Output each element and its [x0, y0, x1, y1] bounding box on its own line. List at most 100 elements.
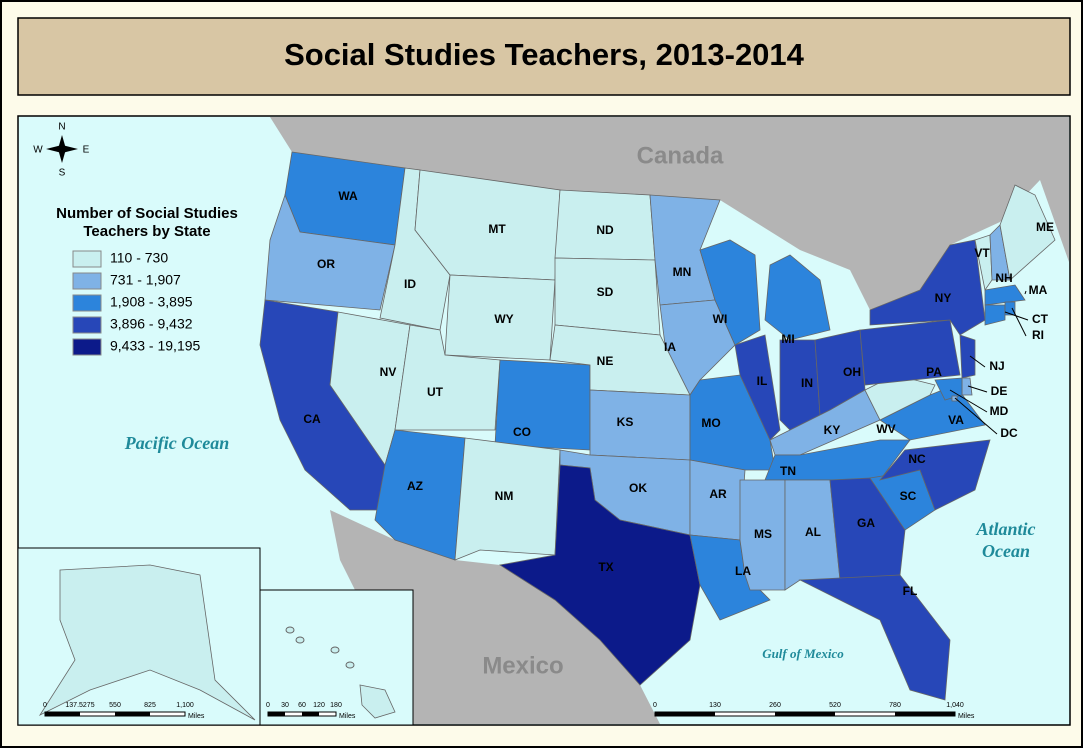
state-label: OR	[317, 257, 335, 271]
compass-w: W	[33, 145, 43, 156]
island	[285, 626, 295, 634]
compass-star	[46, 145, 78, 153]
scale-label: 30	[281, 702, 289, 709]
island	[295, 636, 305, 644]
scale-segment	[775, 712, 835, 716]
compass: N E S W	[33, 122, 89, 179]
leader-line	[967, 385, 988, 393]
pacific-label: Pacific Ocean	[124, 433, 229, 453]
compass-e: E	[83, 145, 90, 156]
state-shape	[829, 477, 906, 581]
state-label: NY	[935, 291, 952, 305]
state-label: SC	[900, 489, 917, 503]
compass-n: N	[58, 122, 65, 133]
legend-label: 1,908 - 3,895	[110, 294, 193, 310]
island	[345, 661, 355, 669]
scale-label: 130	[709, 702, 721, 709]
state-label: UT	[427, 385, 444, 399]
state-label: AZ	[407, 479, 423, 493]
mexico-label: Mexico	[482, 652, 563, 679]
state-shape	[951, 395, 958, 402]
state-shape	[798, 574, 951, 701]
state-label: PA	[926, 365, 942, 379]
state-label: WV	[876, 422, 895, 436]
scale-segment	[115, 712, 150, 716]
atlantic-label: Ocean	[982, 541, 1030, 561]
state-label: LA	[735, 564, 751, 578]
state-label: AR	[709, 487, 727, 501]
legend-title: Teachers by State	[83, 223, 210, 240]
scale-label: 260	[769, 702, 781, 709]
state-shape	[734, 334, 781, 441]
state-shape	[934, 377, 963, 401]
scale-label: 137.5275	[65, 702, 94, 709]
scale-segment	[268, 712, 285, 716]
scale-label: 180	[330, 702, 342, 709]
state-label: WY	[494, 312, 513, 326]
state-label: MD	[990, 404, 1009, 418]
state-shape	[699, 239, 761, 346]
canada-land	[270, 117, 1069, 310]
state-label: SD	[597, 285, 614, 299]
state-shape	[779, 339, 821, 431]
legend-swatch	[72, 338, 102, 356]
state-label: VT	[974, 246, 990, 260]
state-label: TX	[598, 560, 613, 574]
legend-label: 9,433 - 19,195	[110, 338, 201, 354]
state-shape	[999, 184, 1056, 281]
states	[259, 151, 1056, 701]
scale-label: 520	[829, 702, 841, 709]
legend-label: 3,896 - 9,432	[110, 316, 193, 332]
state-label: MN	[673, 265, 692, 279]
state-label: TN	[780, 464, 796, 478]
state-label: RI	[1032, 328, 1044, 342]
leader-line	[1011, 307, 1027, 337]
scale-label: 0	[43, 702, 47, 709]
scale-label: 825	[144, 702, 156, 709]
state-shape	[498, 464, 701, 686]
state-shape	[959, 334, 976, 379]
scale-unit: Miles	[958, 713, 975, 720]
state-label: NJ	[989, 359, 1004, 373]
state-label: AL	[805, 525, 821, 539]
scale-segment	[655, 712, 715, 716]
state-label: MA	[1029, 283, 1048, 297]
state-label: DE	[991, 384, 1008, 398]
state-label: GA	[857, 516, 875, 530]
state-label: IA	[664, 340, 676, 354]
scale-label: 0	[266, 702, 270, 709]
scale-label: 0	[653, 702, 657, 709]
state-shape	[589, 389, 691, 461]
state-label: OK	[629, 481, 647, 495]
state-shape	[264, 193, 396, 311]
leader-line	[969, 355, 986, 368]
state-shape	[494, 359, 591, 451]
scale-label: 1,040	[946, 702, 964, 709]
scale-segment	[895, 712, 955, 716]
state-label: IN	[801, 376, 813, 390]
state-label: IL	[757, 374, 768, 388]
scale-segment	[45, 712, 80, 716]
state-label: ID	[404, 277, 416, 291]
compass-s: S	[59, 168, 66, 179]
scale-label: 120	[313, 702, 325, 709]
state-label: CA	[303, 412, 321, 426]
legend-label: 110 - 730	[110, 250, 168, 266]
state-label: NV	[380, 365, 397, 379]
legend-swatch	[72, 316, 102, 334]
state-label: KS	[617, 415, 634, 429]
leader-line	[1024, 290, 1027, 295]
legend-swatch	[72, 250, 102, 268]
state-label: MI	[781, 332, 794, 346]
state-label: ND	[596, 223, 614, 237]
legend-title: Number of Social Studies	[56, 205, 238, 222]
state-label: FL	[903, 584, 918, 598]
island	[330, 646, 340, 654]
state-label: KY	[824, 423, 841, 437]
state-label: DC	[1000, 426, 1018, 440]
legend-swatch	[72, 294, 102, 312]
state-shape	[38, 564, 256, 721]
state-label: NH	[995, 271, 1012, 285]
